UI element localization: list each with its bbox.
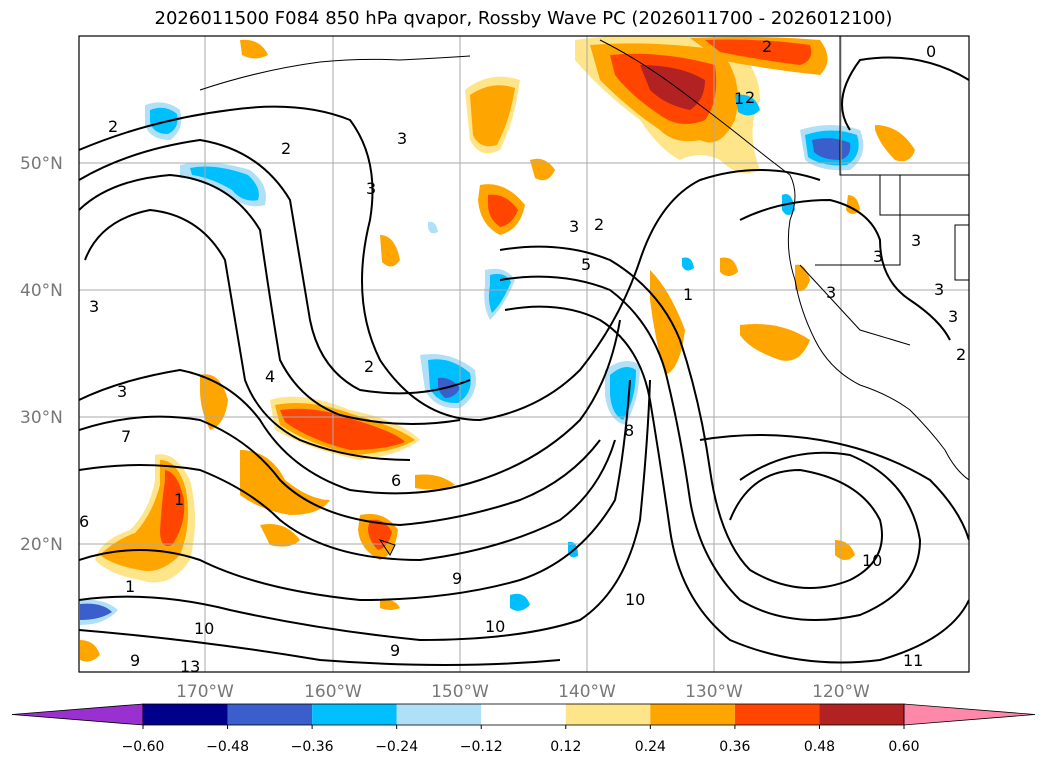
lon-label: 160°W [304, 682, 362, 702]
map-title: 2026011500 F084 850 hPa qvapor, Rossby W… [154, 8, 893, 29]
contour-label: 2 [364, 357, 374, 376]
colorbar-tick-labels: −0.60 −0.48 −0.36 −0.24 −0.12 0.12 0.24 0.36 0.4… [122, 739, 920, 755]
colorbar-segment [481, 704, 566, 725]
lon-label: 150°W [431, 682, 489, 702]
lon-label: 140°W [558, 682, 616, 702]
contour-label: 2 [108, 117, 118, 136]
contour-label: 2 [956, 345, 966, 364]
colorbar-segment [734, 704, 820, 725]
latitude-labels: 50°N 40°N 30°N 20°N [20, 154, 63, 555]
colorbar-tick-label: 0.48 [804, 739, 835, 755]
negative-anomaly-shading [80, 94, 864, 625]
colorbar-segment [227, 704, 313, 725]
contour-label: 5 [581, 255, 591, 274]
lat-label: 50°N [20, 154, 63, 174]
contour-label: 1 [174, 490, 184, 509]
colorbar-segment [143, 704, 228, 725]
contour-label: 1 [734, 89, 744, 108]
contour-label: 10 [625, 590, 645, 609]
lon-label: 130°W [685, 682, 743, 702]
contour-label: 10 [862, 551, 882, 570]
contour-label: 11 [903, 651, 923, 670]
contour-label: 3 [117, 382, 127, 401]
graticule [79, 36, 969, 672]
colorbar-tick-label: −0.36 [291, 739, 334, 755]
contour-label: 9 [452, 569, 462, 588]
contour-label: 2 [281, 139, 291, 158]
contour-label: 3 [366, 179, 376, 198]
longitude-labels: 170°W 160°W 150°W 140°W 130°W 120°W [176, 682, 870, 702]
lon-label: 120°W [812, 682, 870, 702]
contour-label: 0 [926, 42, 936, 61]
contour-lines [79, 56, 969, 666]
contour-labels: 2 3 0 2 1 3 2 3 3 3 3 3 2 1 5 3 2 4 2 7 … [79, 37, 966, 676]
contour-label: 2 [594, 215, 604, 234]
contour-label: 3 [948, 307, 958, 326]
colorbar-tick-label: −0.48 [206, 739, 249, 755]
colorbar-tick-label: −0.24 [375, 739, 418, 755]
colorbar-extend-min [11, 703, 144, 726]
colorbar-tick-label: 0.60 [888, 739, 919, 755]
lat-label: 20°N [20, 535, 63, 555]
contour-label: 8 [624, 421, 634, 440]
map-frame [78, 35, 970, 673]
colorbar-tick-label: 0.12 [550, 739, 581, 755]
colorbar-segment [650, 704, 735, 725]
contour-label: 4 [265, 367, 275, 386]
contour-label: 2 [745, 88, 755, 107]
contour-label: 9 [390, 641, 400, 660]
contour-label: 13 [180, 657, 200, 676]
contour-label: 3 [89, 297, 99, 316]
contour-label: 1 [683, 285, 693, 304]
contour-label: 3 [826, 283, 836, 302]
colorbar-extend-max [903, 703, 1036, 726]
colorbar-segment [565, 704, 651, 725]
contour-label: 7 [121, 427, 131, 446]
colorbar-tick-label: −0.60 [122, 739, 165, 755]
contour-label: 3 [934, 280, 944, 299]
contour-label: 3 [911, 231, 921, 250]
lon-label: 170°W [176, 682, 234, 702]
colorbar-tick-label: −0.12 [460, 739, 503, 755]
colorbar-tick-label: 0.36 [719, 739, 750, 755]
lat-label: 40°N [20, 281, 63, 301]
contour-label: 10 [485, 617, 505, 636]
colorbar-segment [396, 704, 482, 725]
contour-label: 3 [397, 129, 407, 148]
colorbar [11, 703, 1036, 729]
contour-label: 1 [125, 577, 135, 596]
colorbar-segment [312, 704, 397, 725]
colorbar-tick-label: 0.24 [635, 739, 666, 755]
contour-label: 2 [762, 37, 772, 56]
coastlines [199, 36, 969, 556]
colorbar-segment [819, 704, 904, 725]
contour-label: 6 [79, 512, 89, 531]
contour-label: 3 [873, 247, 883, 266]
contour-label: 10 [194, 619, 214, 638]
contour-label: 9 [130, 651, 140, 670]
colorbar-frame [142, 703, 905, 726]
lat-label: 30°N [20, 408, 63, 428]
contour-label: 3 [569, 217, 579, 236]
contour-label: 6 [391, 471, 401, 490]
